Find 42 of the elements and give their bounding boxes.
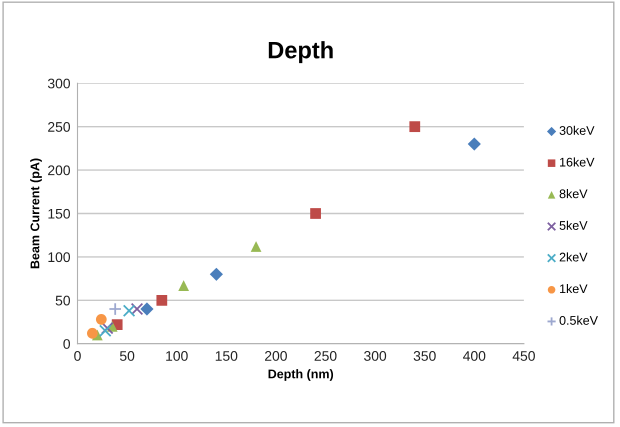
x-tick-label: 400 xyxy=(463,351,486,361)
point xyxy=(87,328,98,339)
y-tick-label: 100 xyxy=(48,252,70,262)
legend-label: 1keV xyxy=(560,284,588,294)
x-axis-title: Depth (nm) xyxy=(268,369,334,381)
y-tick-label: 150 xyxy=(48,208,70,219)
y-axis-title: Beam Current (pA) xyxy=(30,158,42,268)
point xyxy=(250,241,262,252)
point xyxy=(96,314,107,325)
y-tick-label: 200 xyxy=(48,165,70,176)
x-tick-label: 150 xyxy=(216,351,238,361)
x-tick-label: 200 xyxy=(265,351,287,361)
legend-label: 16keV xyxy=(560,157,594,167)
point xyxy=(98,324,112,337)
y-tick-label: 50 xyxy=(56,296,70,306)
x-tick-label: 450 xyxy=(512,351,535,361)
point xyxy=(130,302,144,316)
x-tick-label: 100 xyxy=(166,351,188,361)
point xyxy=(468,137,481,151)
point xyxy=(122,304,136,318)
y-tick-label: 300 xyxy=(48,78,70,88)
point xyxy=(108,302,122,316)
point xyxy=(140,302,154,316)
x-tick-label: 300 xyxy=(364,351,386,361)
legend-label: 2keV xyxy=(560,252,588,262)
chart-title: Depth xyxy=(268,41,333,64)
point xyxy=(310,208,321,219)
legend-label: 30keV xyxy=(560,126,594,135)
y-tick-label: 250 xyxy=(48,122,70,132)
point xyxy=(100,322,114,334)
legend-label: 8keV xyxy=(560,189,588,198)
point xyxy=(409,121,420,132)
point xyxy=(178,280,190,291)
legend-label: 5keV xyxy=(560,220,588,230)
x-tick-label: 350 xyxy=(414,351,436,361)
x-tick-label: 0 xyxy=(74,351,81,361)
x-tick-label: 50 xyxy=(120,351,134,361)
legend-label: 0.5keV xyxy=(560,316,598,325)
y-tick-label: 0 xyxy=(63,339,70,349)
point xyxy=(156,294,168,306)
x-tick-label: 250 xyxy=(314,351,337,361)
point xyxy=(210,268,223,281)
